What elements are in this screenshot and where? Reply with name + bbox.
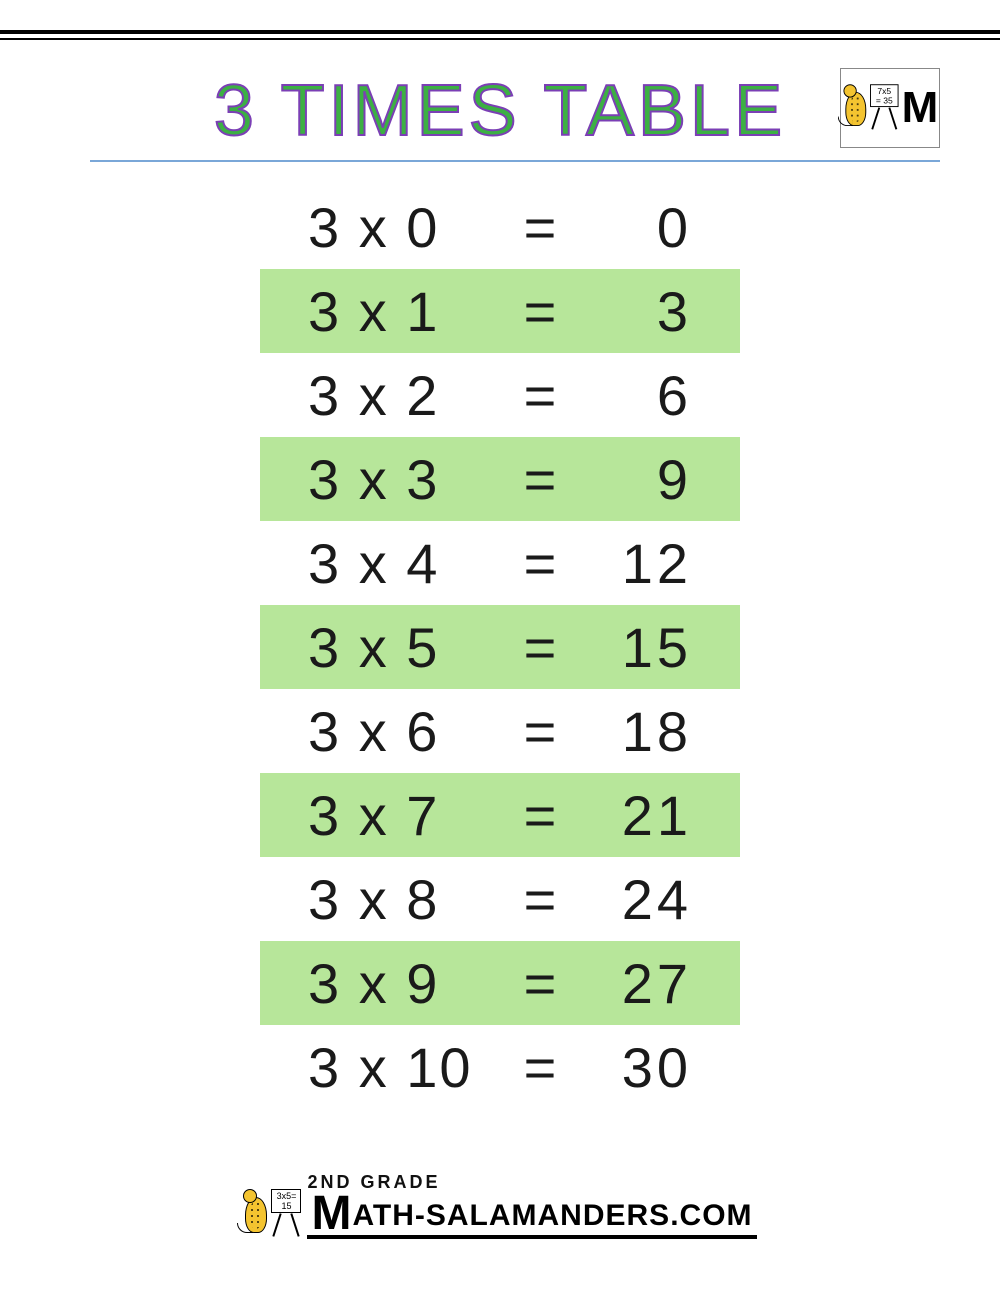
times-table: 3 x 0=03 x 1=33 x 2=63 x 3=93 x 4=123 x … [0,185,1000,1109]
row-rhs: 30 [580,1035,700,1100]
row-equals: = [500,1035,580,1100]
footer-salamander-icon: 3x5= 15 [243,1189,301,1239]
table-row: 3 x 7=21 [260,773,740,857]
row-lhs: 3 x 1 [300,279,500,344]
footer-board-text-top: 3x5= [277,1191,297,1201]
row-lhs: 3 x 0 [300,195,500,260]
row-equals: = [500,363,580,428]
row-equals: = [500,783,580,848]
page-title: 3 TIMES TABLE [214,70,786,152]
table-row: 3 x 4=12 [260,521,740,605]
board-text-bottom: = 35 [876,96,893,106]
board-text-top: 7x5 [877,86,891,96]
row-rhs: 6 [580,363,700,428]
row-equals: = [500,699,580,764]
row-lhs: 3 x 8 [300,867,500,932]
row-lhs: 3 x 5 [300,615,500,680]
row-equals: = [500,531,580,596]
footer-grade: 2ND GRADE [307,1172,756,1193]
footer-domain: MATH-SALAMANDERS.COM [307,1195,756,1239]
row-equals: = [500,951,580,1016]
table-row: 3 x 1=3 [260,269,740,353]
page-top-border [0,30,1000,40]
table-row: 3 x 6=18 [260,689,740,773]
row-lhs: 3 x 10 [300,1035,500,1100]
header-logo: 7x5 = 35 M [840,68,940,148]
table-row: 3 x 8=24 [260,857,740,941]
row-rhs: 0 [580,195,700,260]
row-lhs: 3 x 6 [300,699,500,764]
row-equals: = [500,867,580,932]
table-row: 3 x 0=0 [260,185,740,269]
row-equals: = [500,279,580,344]
row-lhs: 3 x 2 [300,363,500,428]
table-row: 3 x 9=27 [260,941,740,1025]
row-rhs: 9 [580,447,700,512]
easel-board-icon: 7x5 = 35 [870,84,899,107]
footer-domain-letter: M [311,1195,352,1233]
row-rhs: 21 [580,783,700,848]
row-lhs: 3 x 9 [300,951,500,1016]
footer: 3x5= 15 2ND GRADE MATH-SALAMANDERS.COM [0,1172,1000,1239]
row-lhs: 3 x 3 [300,447,500,512]
header: 3 TIMES TABLE [90,70,910,152]
footer-domain-rest: ATH-SALAMANDERS.COM [352,1199,752,1233]
row-rhs: 18 [580,699,700,764]
table-row: 3 x 10=30 [260,1025,740,1109]
table-row: 3 x 2=6 [260,353,740,437]
row-equals: = [500,615,580,680]
salamander-icon: 7x5 = 35 [843,84,898,132]
header-divider [90,160,940,162]
table-row: 3 x 3=9 [260,437,740,521]
row-lhs: 3 x 4 [300,531,500,596]
row-rhs: 3 [580,279,700,344]
row-equals: = [500,447,580,512]
row-rhs: 15 [580,615,700,680]
row-rhs: 24 [580,867,700,932]
row-rhs: 12 [580,531,700,596]
table-row: 3 x 5=15 [260,605,740,689]
row-lhs: 3 x 7 [300,783,500,848]
logo-letter: M [902,86,939,130]
footer-easel-board-icon: 3x5= 15 [271,1189,301,1213]
row-equals: = [500,195,580,260]
footer-board-text-bottom: 15 [281,1201,291,1211]
row-rhs: 27 [580,951,700,1016]
